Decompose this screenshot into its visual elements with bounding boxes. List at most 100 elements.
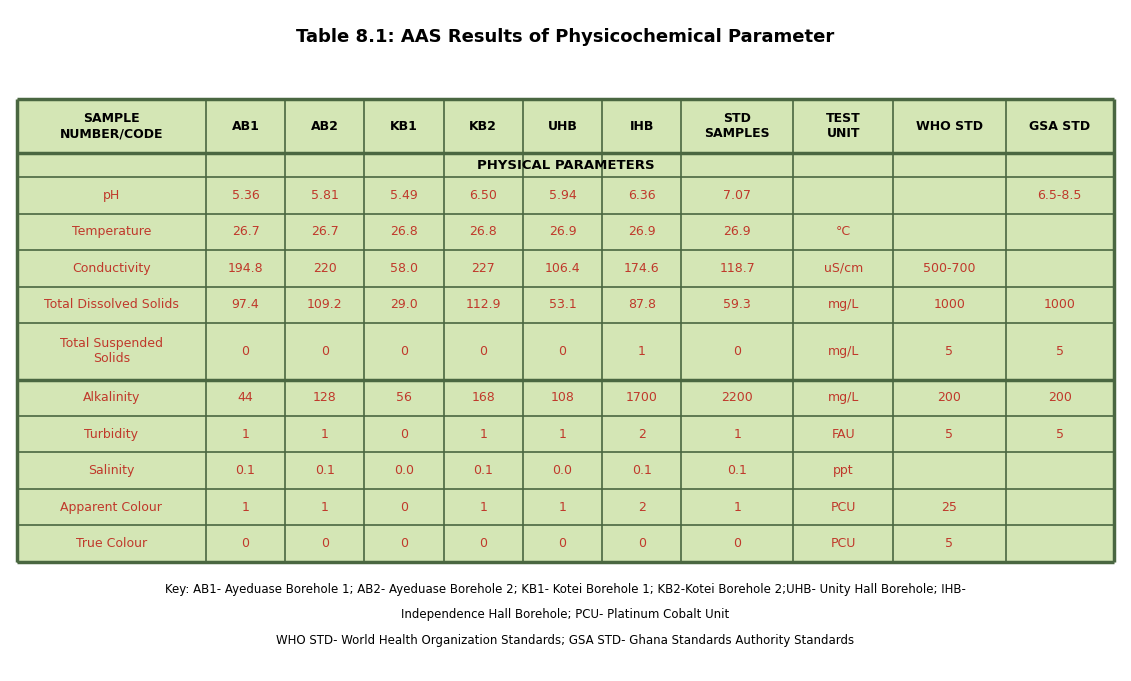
Text: 1700: 1700 <box>625 392 657 405</box>
Text: 108: 108 <box>551 392 575 405</box>
Text: 1: 1 <box>559 428 567 441</box>
Text: 0.0: 0.0 <box>394 464 414 477</box>
Text: True Colour: True Colour <box>76 537 147 550</box>
Text: SAMPLE
NUMBER/CODE: SAMPLE NUMBER/CODE <box>60 112 163 140</box>
Text: Apparent Colour: Apparent Colour <box>60 501 163 513</box>
Text: 1: 1 <box>321 501 329 513</box>
Text: 0: 0 <box>400 537 408 550</box>
Text: Conductivity: Conductivity <box>72 262 150 275</box>
Text: Total Suspended
Solids: Total Suspended Solids <box>60 337 163 365</box>
Text: 0: 0 <box>400 345 408 358</box>
Text: 6.5-8.5: 6.5-8.5 <box>1037 189 1082 202</box>
Text: 0.0: 0.0 <box>552 464 572 477</box>
Text: 87.8: 87.8 <box>628 298 656 311</box>
Text: KB1: KB1 <box>390 120 418 133</box>
Text: 26.8: 26.8 <box>390 225 417 238</box>
Text: 26.9: 26.9 <box>724 225 751 238</box>
Text: PHYSICAL PARAMETERS: PHYSICAL PARAMETERS <box>476 159 655 172</box>
Text: 1: 1 <box>733 501 741 513</box>
Text: 1000: 1000 <box>1044 298 1076 311</box>
Text: WHO STD- World Health Organization Standards; GSA STD- Ghana Standards Authority: WHO STD- World Health Organization Stand… <box>276 634 855 648</box>
Text: 5: 5 <box>1056 345 1064 358</box>
Text: AB1: AB1 <box>232 120 259 133</box>
Text: Total Dissolved Solids: Total Dissolved Solids <box>44 298 179 311</box>
Text: Key: AB1- Ayeduase Borehole 1; AB2- Ayeduase Borehole 2; KB1- Kotei Borehole 1; : Key: AB1- Ayeduase Borehole 1; AB2- Ayed… <box>165 582 966 596</box>
Text: 26.9: 26.9 <box>628 225 656 238</box>
Text: 0.1: 0.1 <box>727 464 748 477</box>
Text: 0: 0 <box>242 537 250 550</box>
Text: Independence Hall Borehole; PCU- Platinum Cobalt Unit: Independence Hall Borehole; PCU- Platinu… <box>402 608 729 622</box>
Text: 0: 0 <box>559 345 567 358</box>
Text: 44: 44 <box>238 392 253 405</box>
Text: 5: 5 <box>946 428 953 441</box>
Text: 1: 1 <box>638 345 646 358</box>
Text: 0: 0 <box>400 428 408 441</box>
Text: uS/cm: uS/cm <box>823 262 863 275</box>
Text: mg/L: mg/L <box>828 392 860 405</box>
Text: 1: 1 <box>559 501 567 513</box>
Text: 1: 1 <box>321 428 329 441</box>
Text: FAU: FAU <box>831 428 855 441</box>
Text: 0: 0 <box>480 537 487 550</box>
Text: 1: 1 <box>480 501 487 513</box>
Text: 5.49: 5.49 <box>390 189 417 202</box>
Text: 6.50: 6.50 <box>469 189 498 202</box>
Text: 7.07: 7.07 <box>724 189 751 202</box>
Text: 106.4: 106.4 <box>545 262 580 275</box>
Text: 118.7: 118.7 <box>719 262 756 275</box>
Text: 1: 1 <box>242 428 250 441</box>
Text: 59.3: 59.3 <box>724 298 751 311</box>
Text: 0.1: 0.1 <box>235 464 256 477</box>
Text: PCU: PCU <box>831 501 856 513</box>
Text: Table 8.1: AAS Results of Physicochemical Parameter: Table 8.1: AAS Results of Physicochemica… <box>296 29 835 46</box>
Text: 2200: 2200 <box>722 392 753 405</box>
Text: 128: 128 <box>313 392 337 405</box>
Text: 5: 5 <box>946 345 953 358</box>
Text: 6.36: 6.36 <box>628 189 656 202</box>
Text: 0.1: 0.1 <box>314 464 335 477</box>
Text: 220: 220 <box>313 262 337 275</box>
Text: 227: 227 <box>472 262 495 275</box>
Text: 0.1: 0.1 <box>632 464 651 477</box>
Text: 25: 25 <box>941 501 958 513</box>
Text: 168: 168 <box>472 392 495 405</box>
Text: PCU: PCU <box>831 537 856 550</box>
Text: UHB: UHB <box>547 120 578 133</box>
Bar <box>17 99 1114 562</box>
Text: KB2: KB2 <box>469 120 498 133</box>
Text: 97.4: 97.4 <box>232 298 259 311</box>
Text: STD
SAMPLES: STD SAMPLES <box>705 112 770 140</box>
Text: 0: 0 <box>559 537 567 550</box>
Text: °C: °C <box>836 225 851 238</box>
Text: 0: 0 <box>733 345 742 358</box>
Text: GSA STD: GSA STD <box>1029 120 1090 133</box>
Text: 1: 1 <box>480 428 487 441</box>
Text: 2: 2 <box>638 428 646 441</box>
Text: 1: 1 <box>242 501 250 513</box>
Text: 26.7: 26.7 <box>232 225 259 238</box>
Text: 200: 200 <box>1047 392 1072 405</box>
Text: Salinity: Salinity <box>88 464 135 477</box>
Text: 26.8: 26.8 <box>469 225 498 238</box>
Text: Temperature: Temperature <box>71 225 152 238</box>
Text: 0: 0 <box>480 345 487 358</box>
Text: 0: 0 <box>400 501 408 513</box>
Text: 194.8: 194.8 <box>227 262 264 275</box>
Text: 1000: 1000 <box>933 298 966 311</box>
Text: 1: 1 <box>733 428 741 441</box>
Text: 200: 200 <box>938 392 961 405</box>
Text: 5.36: 5.36 <box>232 189 259 202</box>
Text: 53.1: 53.1 <box>549 298 577 311</box>
Text: WHO STD: WHO STD <box>916 120 983 133</box>
Text: 0: 0 <box>733 537 742 550</box>
Text: 0: 0 <box>321 537 329 550</box>
Text: 5: 5 <box>946 537 953 550</box>
Text: 109.2: 109.2 <box>307 298 343 311</box>
Text: mg/L: mg/L <box>828 298 860 311</box>
Text: Alkalinity: Alkalinity <box>83 392 140 405</box>
Text: TEST
UNIT: TEST UNIT <box>826 112 861 140</box>
Text: ppt: ppt <box>834 464 854 477</box>
Text: 5: 5 <box>1056 428 1064 441</box>
Text: 5.81: 5.81 <box>311 189 338 202</box>
Text: 5.94: 5.94 <box>549 189 577 202</box>
